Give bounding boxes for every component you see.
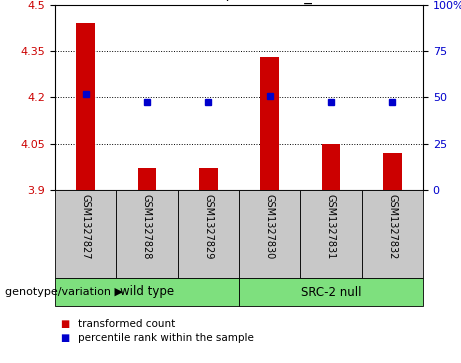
Bar [260,57,279,190]
Text: percentile rank within the sample: percentile rank within the sample [78,333,254,343]
Bar [383,153,402,190]
Text: GSM1327828: GSM1327828 [142,195,152,260]
Text: GSM1327829: GSM1327829 [203,195,213,260]
Bar [116,190,177,278]
Text: GSM1327827: GSM1327827 [81,195,91,260]
Bar [199,168,218,190]
Text: wild type: wild type [120,286,174,298]
Text: GSM1327832: GSM1327832 [387,195,397,260]
Bar [239,278,423,306]
Bar [55,190,116,278]
Text: GSM1327831: GSM1327831 [326,195,336,260]
Bar [300,190,362,278]
Text: GSM1327830: GSM1327830 [265,195,275,260]
Bar [239,190,300,278]
Bar [138,168,156,190]
Bar [177,190,239,278]
Text: ■: ■ [60,319,69,329]
Text: SRC-2 null: SRC-2 null [301,286,361,298]
Bar [322,144,340,190]
Text: ■: ■ [60,333,69,343]
Text: genotype/variation ▶: genotype/variation ▶ [5,287,123,297]
Bar [55,278,239,306]
Bar [77,24,95,190]
Bar [362,190,423,278]
Title: GDS4785 / 1458608_at: GDS4785 / 1458608_at [150,0,328,4]
Text: transformed count: transformed count [78,319,175,329]
